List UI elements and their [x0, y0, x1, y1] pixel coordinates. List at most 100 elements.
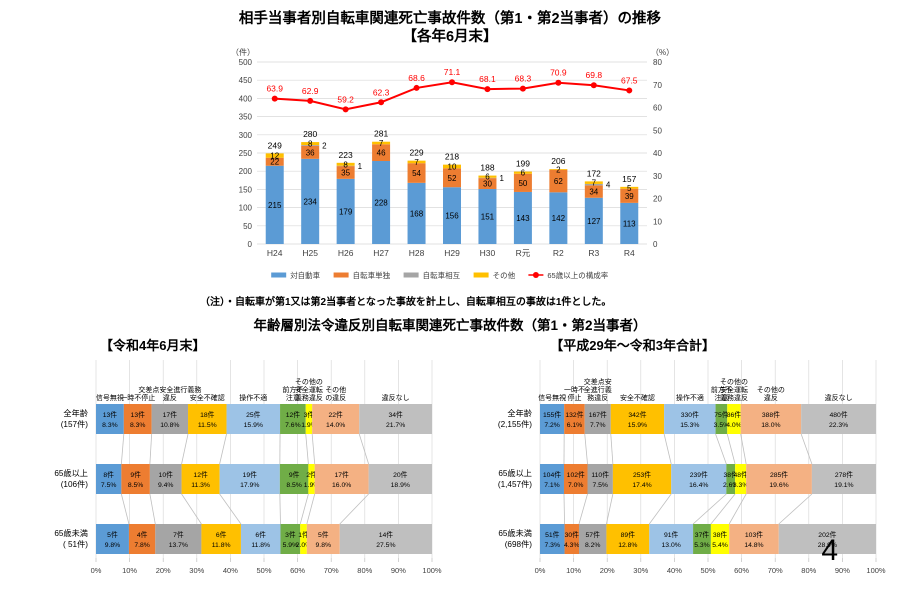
- segment-count-label: 9件: [289, 470, 300, 479]
- bottom-charts-section: 年齢層別法令違反別自転車関連死亡事故件数（第1・第2当事者） 【令和4年6月末】…: [0, 314, 900, 585]
- segment-pct-label: 5.4%: [712, 542, 728, 549]
- series-connector-line: [311, 434, 316, 465]
- left-axis-tick: 50: [243, 222, 252, 231]
- segment-pct-label: 8.3%: [102, 422, 118, 429]
- x-axis-label: H24: [267, 248, 283, 258]
- x-axis-label: R4: [624, 248, 635, 258]
- bar-segment: [240, 524, 281, 555]
- series-connector-line: [563, 494, 565, 525]
- line-point: [342, 106, 349, 113]
- segment-count-label: 6件: [255, 530, 266, 539]
- bar-segment-label: 215: [268, 201, 282, 210]
- row-label: 全年齢: [63, 408, 88, 418]
- bar-segment-label: 54: [412, 169, 421, 178]
- line-point: [413, 85, 420, 92]
- bar-segment: [443, 168, 461, 188]
- category-header-label: その他の: [720, 377, 748, 386]
- bar-segment: [219, 464, 280, 495]
- category-header-label: 操作不適: [239, 393, 267, 402]
- x-axis-label: H26: [338, 248, 354, 258]
- bar-segment: [671, 464, 727, 495]
- x-axis-label: R3: [588, 248, 599, 258]
- bar-segment: [710, 524, 730, 555]
- row-label: 65歳未満: [54, 528, 88, 538]
- series-connector-line: [692, 493, 727, 525]
- segment-pct-label: 6.1%: [567, 422, 583, 429]
- bar-segment: [729, 524, 779, 555]
- series-connector-line: [606, 494, 614, 525]
- series-connector-line: [728, 494, 747, 525]
- line-point-label: 62.3: [373, 88, 390, 98]
- segment-count-label: 5件: [318, 530, 329, 539]
- x-axis-label: 80%: [801, 566, 816, 575]
- left-axis-unit: （件）: [231, 48, 255, 57]
- left-axis-tick: 400: [239, 95, 253, 104]
- right-axis-tick: 80: [653, 58, 662, 67]
- bar-segment: [96, 464, 122, 495]
- segment-count-label: 22件: [329, 410, 344, 419]
- segment-count-label: 278件: [835, 470, 853, 479]
- category-header-label: その他の: [295, 377, 323, 386]
- chart-note: （注）・自転車が第1又は第2当事者となった事故を計上し、自転車相互の事故は1件と…: [200, 297, 612, 309]
- bar-segment: [305, 404, 313, 435]
- segment-count-label: 239件: [690, 470, 708, 479]
- legend-swatch: [333, 272, 349, 278]
- segment-count-label: 7件: [173, 530, 184, 539]
- x-axis-label: 100%: [422, 566, 442, 575]
- bar-total-label: 223: [339, 150, 353, 160]
- segment-count-label: 155件: [543, 410, 561, 419]
- bar-segment: [336, 166, 355, 180]
- x-axis-label: 10%: [122, 566, 137, 575]
- x-axis-label: 20%: [600, 566, 615, 575]
- bar-segment: [96, 404, 124, 435]
- left-axis-tick: 100: [239, 204, 253, 213]
- segment-pct-label: 11.3%: [191, 482, 210, 489]
- category-header-label: 一時不停止: [120, 393, 155, 402]
- right-axis-tick: 60: [653, 104, 662, 113]
- row-count-label: (106件): [61, 479, 89, 489]
- x-axis-label: 30%: [189, 566, 204, 575]
- bar-segment-label: 2: [556, 166, 561, 175]
- category-header-label: 違反: [163, 393, 177, 402]
- category-header-label: 停止: [567, 393, 581, 402]
- series-connector-line: [778, 493, 813, 525]
- bar-segment: [300, 524, 307, 555]
- series-connector-line: [578, 494, 588, 525]
- bar-segment: [181, 464, 220, 495]
- bar-segment: [549, 169, 568, 170]
- stacked-bar-svg: 0% 10% 20% 30% 40% 50% 60% 70% 80% 90% 100% 信号無視一時不…: [498, 360, 886, 575]
- row-label: 65歳未満: [498, 528, 532, 538]
- segment-pct-label: 8.5%: [128, 482, 144, 489]
- right-chart-subtitle: 【平成29年～令和3年合計】: [550, 338, 715, 354]
- series-connector-line: [149, 434, 153, 465]
- segment-pct-label: 7.2%: [544, 422, 560, 429]
- bar-segment: [443, 187, 461, 245]
- segment-count-label: 51件: [545, 530, 560, 539]
- segment-pct-label: 7.5%: [592, 482, 608, 489]
- category-header-label: 交差点安全進行義務: [138, 385, 201, 394]
- combo-chart: 0 50 100 150 200 250 300 350 400 450 500 0 10 20 30 40 5…: [195, 47, 705, 293]
- segment-count-label: 91件: [664, 530, 679, 539]
- segment-pct-label: 9.4%: [158, 482, 174, 489]
- segment-count-label: 12件: [193, 470, 208, 479]
- bar-segment: [312, 404, 360, 435]
- segment-pct-label: 5.3%: [694, 542, 710, 549]
- row-count-label: ( 51件): [63, 539, 88, 549]
- segment-count-label: 5件: [107, 530, 118, 539]
- segment-pct-label: 14.8%: [744, 542, 763, 549]
- bar-segment-label: 234: [304, 198, 318, 207]
- right-axis-tick: 0: [653, 240, 658, 249]
- line-point-label: 62.9: [302, 86, 319, 96]
- line-point: [626, 87, 633, 94]
- segment-count-label: 9件: [130, 470, 141, 479]
- category-header-label: の違反: [325, 393, 346, 402]
- series-connector-line: [663, 434, 672, 465]
- bar-segment: [740, 404, 802, 435]
- segment-pct-label: 17.4%: [632, 482, 651, 489]
- segment-count-label: 388件: [762, 410, 780, 419]
- segment-count-label: 10件: [159, 470, 174, 479]
- series-connector-line: [710, 493, 736, 525]
- x-axis-label: 70%: [768, 566, 783, 575]
- bar-segment-label: 7: [414, 158, 419, 167]
- series-connector-line: [219, 494, 242, 525]
